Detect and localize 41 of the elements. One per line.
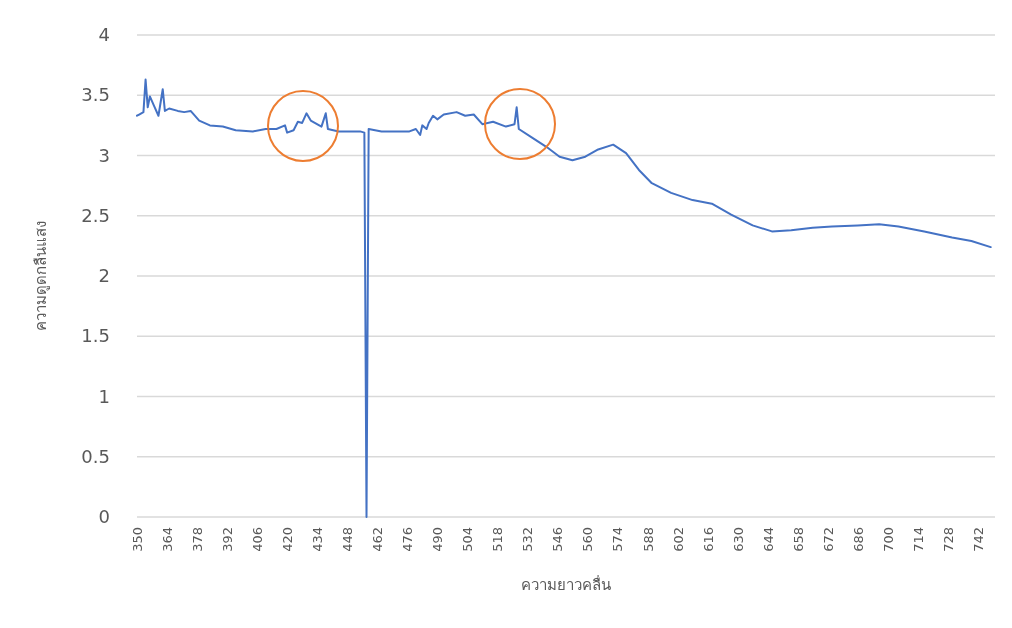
x-tick-label: 518 bbox=[490, 527, 506, 552]
x-tick-label: 658 bbox=[790, 527, 806, 552]
x-tick-label: 616 bbox=[700, 527, 716, 552]
x-tick-label: 434 bbox=[310, 527, 326, 552]
x-tick-label: 672 bbox=[820, 527, 836, 552]
x-tick-label: 420 bbox=[280, 527, 296, 552]
x-tick-label: 630 bbox=[730, 527, 746, 552]
x-tick-label: 714 bbox=[910, 527, 926, 552]
x-tick-label: 560 bbox=[580, 527, 596, 552]
y-tick-label: 0.5 bbox=[81, 445, 110, 467]
x-tick-label: 392 bbox=[220, 527, 236, 552]
x-tick-label: 644 bbox=[760, 527, 776, 552]
x-tick-label: 490 bbox=[430, 527, 446, 552]
y-tick-label: 3.5 bbox=[81, 84, 110, 106]
x-tick-label: 532 bbox=[520, 527, 536, 552]
y-axis-title: ความดูดกลืนแสง bbox=[32, 221, 50, 331]
x-tick-label: 406 bbox=[250, 527, 266, 552]
y-tick-label: 3 bbox=[98, 144, 110, 166]
x-tick-label: 364 bbox=[160, 527, 176, 552]
y-tick-label: 2.5 bbox=[81, 204, 110, 226]
x-tick-label: 742 bbox=[970, 527, 986, 552]
line-series bbox=[136, 78, 992, 518]
x-tick-label: 504 bbox=[460, 527, 476, 552]
x-tick-label: 574 bbox=[610, 527, 626, 552]
x-axis-title: ความยาวคลื่น bbox=[521, 574, 611, 594]
x-tick-label: 700 bbox=[880, 527, 896, 552]
x-tick-label: 448 bbox=[340, 527, 356, 552]
x-tick-label: 588 bbox=[640, 527, 656, 552]
x-tick-label: 686 bbox=[850, 527, 866, 552]
x-tick-label: 462 bbox=[370, 527, 386, 552]
x-tick-label: 728 bbox=[940, 527, 956, 552]
y-tick-label: 4 bbox=[98, 24, 110, 45]
x-tick-label: 476 bbox=[400, 527, 416, 552]
y-tick-label: 2 bbox=[98, 265, 110, 286]
y-tick-label: 1 bbox=[98, 385, 110, 407]
x-tick-label: 602 bbox=[670, 527, 686, 552]
x-tick-label: 546 bbox=[550, 527, 566, 552]
x-tick-label: 378 bbox=[190, 527, 206, 552]
y-tick-label: 1.5 bbox=[81, 325, 110, 347]
y-tick-label: 0 bbox=[98, 506, 110, 527]
x-tick-label: 350 bbox=[130, 527, 145, 552]
